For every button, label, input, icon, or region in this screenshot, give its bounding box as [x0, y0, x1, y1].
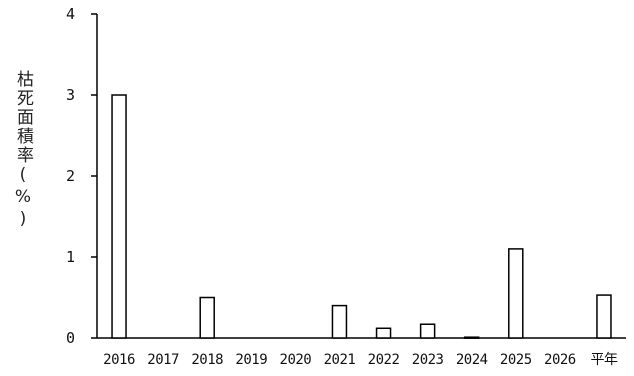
y-axis-label: 枯死面積率(%) — [13, 70, 33, 231]
x-tick-label-3: 2019 — [235, 352, 267, 368]
y-tick-label-2: 2 — [66, 167, 75, 185]
x-tick-label-4: 2020 — [280, 352, 312, 368]
y-ticks: 0 1 2 3 4 — [66, 5, 97, 347]
bar-2018 — [199, 296, 215, 339]
y-tick-label-3: 3 — [66, 86, 75, 104]
bar-2016 — [111, 94, 127, 339]
x-tick-label-5: 2021 — [324, 352, 356, 368]
y-tick-label-0: 0 — [66, 329, 75, 347]
y-tick-label-4: 4 — [66, 5, 75, 23]
x-tick-label-1: 2017 — [147, 352, 179, 368]
x-tick-label-0: 2016 — [103, 352, 135, 368]
bar-2023 — [419, 323, 436, 339]
bar-2024 — [463, 336, 480, 339]
x-tick-label-11: 平年 — [590, 352, 617, 368]
bar-2021 — [331, 304, 348, 339]
bars — [111, 94, 612, 339]
x-tick-label-2: 2018 — [191, 352, 223, 368]
x-tick-label-6: 2022 — [368, 352, 400, 368]
bar-2025 — [508, 248, 524, 339]
x-tick-label-7: 2023 — [412, 352, 444, 368]
x-ticks: 2016 2017 2018 2019 2020 2021 2022 2023 2024 2025… — [103, 352, 618, 368]
x-tick-label-9: 2025 — [500, 352, 532, 368]
x-tick-label-10: 2026 — [544, 352, 576, 368]
bar-平年 — [596, 294, 612, 339]
x-tick-label-8: 2024 — [456, 352, 488, 368]
y-tick-label-1: 1 — [66, 248, 75, 266]
bar-2022 — [375, 327, 392, 339]
